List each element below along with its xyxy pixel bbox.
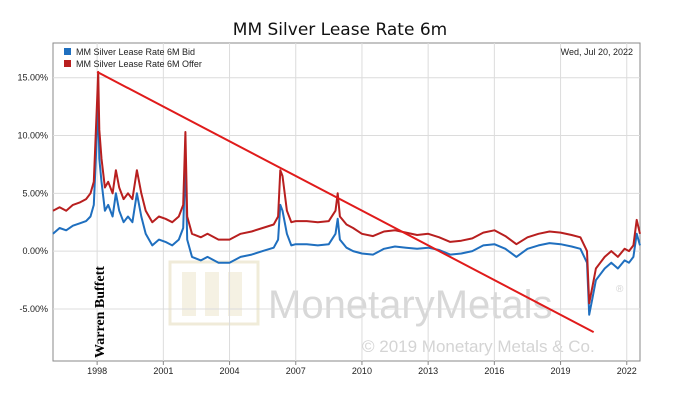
- trendline: [96, 71, 595, 333]
- grid: [53, 43, 640, 361]
- watermark: MonetaryMetals ® © 2019 Monetary Metals …: [168, 260, 624, 356]
- series-line-bid: [52, 94, 641, 316]
- chart-title: MM Silver Lease Rate 6m: [233, 20, 447, 40]
- watermark-text: MonetaryMetals: [268, 283, 553, 327]
- x-axis: 1998 2001 2004 2007 2010 2013 2016 2019 2022: [87, 361, 637, 376]
- warren-buffett-annotation: Warren Buffett: [93, 266, 108, 358]
- chart-date: Wed, Jul 20, 2022: [561, 47, 633, 57]
- x-tick-label: 1998: [87, 366, 107, 376]
- y-tick-label: 5.00%: [22, 188, 48, 198]
- y-tick-label: 10.00%: [17, 131, 48, 141]
- y-tick-label: 0.00%: [22, 246, 48, 256]
- legend-swatch-offer: [64, 60, 71, 67]
- y-axis: 15.00% 10.00% 5.00% 0.00% -5.00%: [17, 73, 48, 314]
- legend-label-offer: MM Silver Lease Rate 6M Offer: [76, 59, 202, 69]
- x-tick-label: 2022: [617, 366, 637, 376]
- watermark-registered: ®: [616, 284, 624, 295]
- watermark-copyright: © 2019 Monetary Metals & Co.: [362, 337, 595, 356]
- legend: MM Silver Lease Rate 6M Bid MM Silver Le…: [64, 47, 202, 69]
- x-tick-label: 2019: [551, 366, 571, 376]
- y-tick-label: -5.00%: [19, 304, 48, 314]
- x-tick-label: 2001: [153, 366, 173, 376]
- y-tick-label: 15.00%: [17, 73, 48, 83]
- legend-label-bid: MM Silver Lease Rate 6M Bid: [76, 47, 195, 57]
- watermark-logo-icon: [168, 260, 260, 326]
- x-tick-label: 2007: [286, 366, 306, 376]
- x-tick-label: 2004: [220, 366, 240, 376]
- x-tick-label: 2016: [484, 366, 504, 376]
- x-tick-label: 2010: [352, 366, 372, 376]
- series-line-offer: [52, 70, 641, 305]
- legend-swatch-bid: [64, 48, 71, 55]
- trendline-layer: [96, 71, 595, 333]
- x-tick-label: 2013: [418, 366, 438, 376]
- series-lines: [52, 70, 641, 316]
